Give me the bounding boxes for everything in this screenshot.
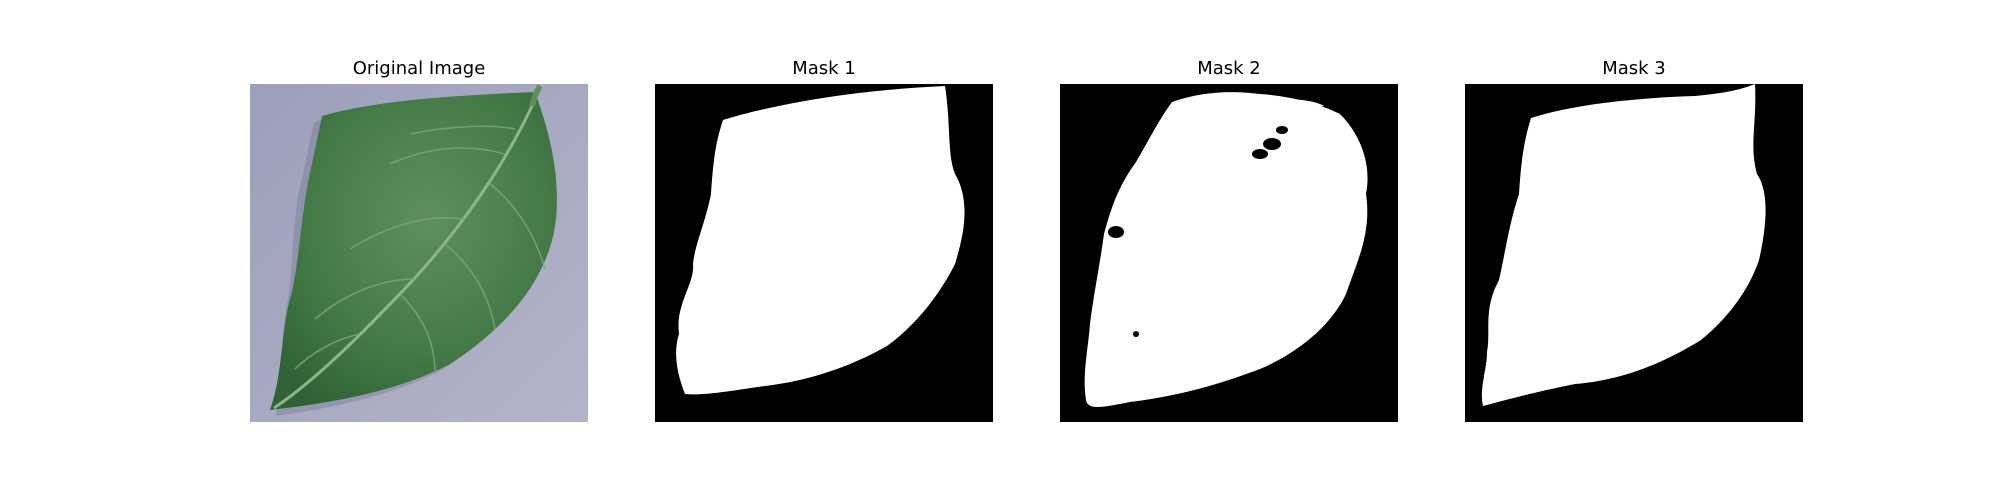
mask-3-speck: [1748, 120, 1751, 124]
mask-2-hole-upper: [1263, 138, 1281, 150]
mask-2-leaf-region: [1084, 92, 1368, 407]
leaf-midrib: [273, 105, 534, 410]
mask-2-hole-middle: [1252, 149, 1268, 159]
mask-3-leaf-region: [1481, 84, 1766, 406]
panel-title-mask-2: Mask 2: [1197, 58, 1261, 79]
leaf-veins: [294, 125, 546, 375]
mask-1-leaf-region: [676, 86, 965, 395]
mask-1-speck: [900, 94, 903, 97]
original-image-panel: [250, 84, 588, 422]
panel-title-mask-3: Mask 3: [1602, 58, 1666, 79]
leaf-stem: [529, 84, 543, 107]
leaf: [270, 92, 557, 410]
mask-3-image: [1465, 84, 1803, 422]
mask-2-hole-top: [1276, 126, 1288, 134]
mask-3-panel: [1465, 84, 1803, 422]
mask-2-image: [1060, 84, 1398, 422]
panel-title-original-image: Original Image: [352, 58, 486, 79]
mask-1-image: [655, 84, 993, 422]
original-leaf-photo: [250, 84, 588, 422]
mask-2-notch-left: [1108, 226, 1124, 238]
mask-1-panel: [655, 84, 993, 422]
panel-title-mask-1: Mask 1: [792, 58, 856, 79]
mask-2-hole-lower: [1133, 331, 1139, 337]
mask-2-panel: [1060, 84, 1398, 422]
mask-2-top-fragment: [1282, 99, 1324, 108]
